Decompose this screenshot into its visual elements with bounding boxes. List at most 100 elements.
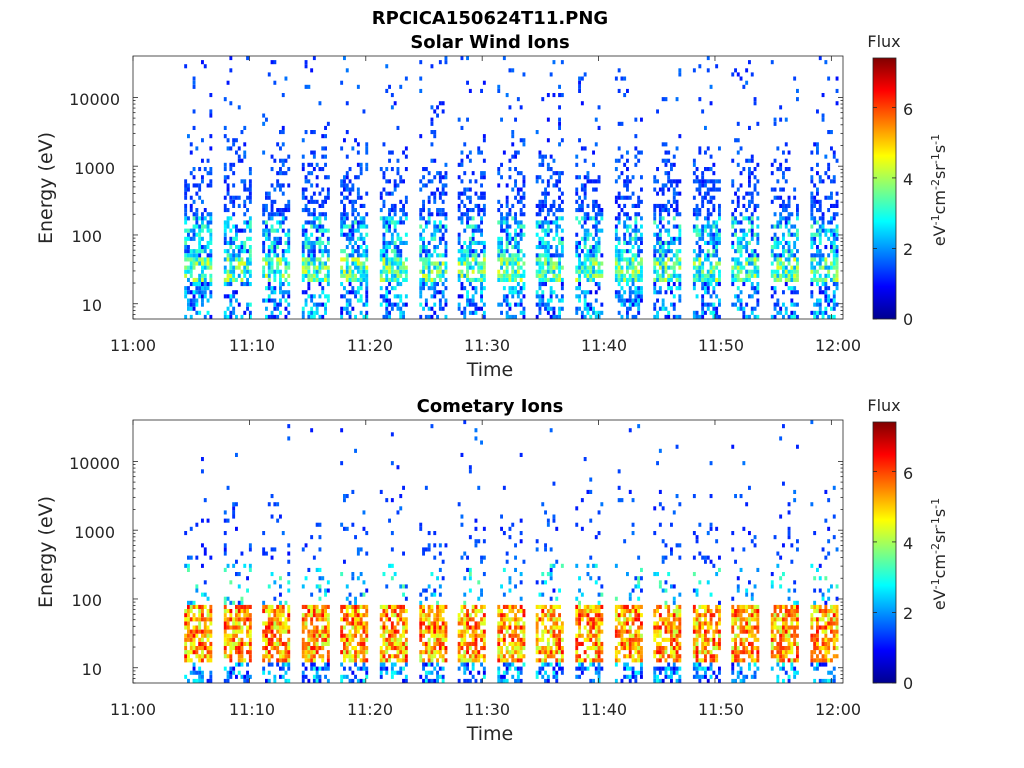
heatmap-cell xyxy=(393,572,397,577)
heatmap-cell xyxy=(620,302,624,307)
heatmap-cell xyxy=(594,314,598,319)
heatmap-cell xyxy=(471,249,475,254)
heatmap-cell xyxy=(580,249,584,254)
heatmap-cell xyxy=(535,314,539,319)
heatmap-cell xyxy=(753,290,757,295)
heatmap-cell xyxy=(362,629,366,634)
heatmap-cell xyxy=(312,212,316,217)
heatmap-cell xyxy=(471,666,475,671)
heatmap-cell xyxy=(279,584,282,589)
heatmap-cell xyxy=(672,179,676,184)
heatmap-cell xyxy=(471,641,475,646)
heatmap-cell xyxy=(192,650,196,655)
heatmap-cell xyxy=(187,658,190,663)
heatmap-cell xyxy=(457,629,461,634)
heatmap-cell xyxy=(390,240,394,245)
heatmap-cell xyxy=(390,670,394,675)
heatmap-cell xyxy=(365,637,369,642)
heatmap-cell xyxy=(776,236,780,241)
heatmap-cell xyxy=(365,670,369,675)
heatmap-cell xyxy=(482,572,486,577)
heatmap-cell xyxy=(653,257,657,262)
heatmap-cell xyxy=(402,208,405,213)
heatmap-cell xyxy=(265,551,268,556)
heatmap-cell xyxy=(505,273,509,278)
heatmap-cell xyxy=(656,203,659,208)
heatmap-cell xyxy=(558,240,561,245)
heatmap-cell xyxy=(505,224,509,229)
heatmap-cell xyxy=(262,604,266,609)
heatmap-cell xyxy=(281,282,285,287)
heatmap-cell xyxy=(270,245,274,250)
heatmap-cell xyxy=(343,625,346,630)
heatmap-cell xyxy=(312,310,316,315)
heatmap-cell xyxy=(324,617,327,622)
heatmap-cell xyxy=(756,203,760,208)
heatmap-cell xyxy=(667,232,671,237)
heatmap-cell xyxy=(672,195,676,200)
heatmap-cell xyxy=(480,150,483,155)
heatmap-cell xyxy=(203,257,207,262)
heatmap-cell xyxy=(471,625,475,630)
heatmap-cell xyxy=(756,253,760,258)
heatmap-cell xyxy=(715,249,719,254)
heatmap-cell xyxy=(541,220,545,225)
heatmap-cell xyxy=(345,637,349,642)
heatmap-cell xyxy=(270,240,274,245)
heatmap-cell xyxy=(184,195,188,200)
heatmap-cell xyxy=(232,306,236,311)
heatmap-cell xyxy=(821,113,825,118)
heatmap-cell xyxy=(444,543,448,548)
heatmap-cell xyxy=(832,294,836,299)
heatmap-cell xyxy=(474,609,478,614)
heatmap-cell xyxy=(474,654,478,659)
heatmap-cell xyxy=(427,220,431,225)
heatmap-cell xyxy=(223,621,227,626)
heatmap-cell xyxy=(354,600,357,605)
heatmap-cell xyxy=(753,261,757,266)
heatmap-cell xyxy=(229,609,233,614)
heatmap-cell xyxy=(390,609,394,614)
heatmap-cell xyxy=(382,609,386,614)
heatmap-cell xyxy=(592,310,595,315)
heatmap-cell xyxy=(326,257,330,262)
heatmap-cell xyxy=(623,240,627,245)
heatmap-cell xyxy=(201,290,204,295)
heatmap-cell xyxy=(773,121,777,126)
heatmap-cell xyxy=(830,306,833,311)
heatmap-cell xyxy=(365,298,369,303)
heatmap-cell xyxy=(830,261,833,266)
heatmap-cell xyxy=(321,286,325,291)
heatmap-cell xyxy=(514,150,517,155)
heatmap-cell xyxy=(310,240,314,245)
heatmap-cell xyxy=(796,236,799,241)
heatmap-cell xyxy=(318,617,322,622)
heatmap-cell xyxy=(497,220,501,225)
heatmap-cell xyxy=(351,576,355,581)
heatmap-cell xyxy=(474,310,478,315)
heatmap-cell xyxy=(433,650,437,655)
heatmap-cell xyxy=(304,257,308,262)
heatmap-cell xyxy=(382,625,386,630)
heatmap-cell xyxy=(558,257,561,262)
heatmap-cell xyxy=(739,171,743,176)
heatmap-cell xyxy=(195,290,199,295)
heatmap-cell xyxy=(480,609,483,614)
heatmap-cell xyxy=(672,306,676,311)
heatmap-cell xyxy=(830,240,833,245)
heatmap-cell xyxy=(468,187,472,192)
heatmap-cell xyxy=(343,208,346,213)
heatmap-cell xyxy=(187,604,190,609)
heatmap-cell xyxy=(466,195,469,200)
heatmap-cell xyxy=(203,261,207,266)
heatmap-cell xyxy=(482,613,486,618)
heatmap-cell xyxy=(784,208,788,213)
heatmap-cell xyxy=(678,298,682,303)
heatmap-cell xyxy=(379,670,383,675)
heatmap-cell xyxy=(198,277,202,282)
heatmap-cell xyxy=(779,240,783,245)
heatmap-cell xyxy=(592,257,595,262)
heatmap-cell xyxy=(184,625,188,630)
heatmap-cell xyxy=(672,162,676,167)
heatmap-cell xyxy=(516,220,520,225)
